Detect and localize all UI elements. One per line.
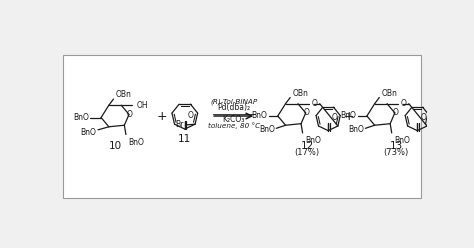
Text: BnO: BnO (73, 113, 89, 122)
Text: Br: Br (175, 121, 183, 129)
Text: O: O (331, 113, 337, 122)
Text: BnO: BnO (394, 136, 410, 145)
Text: O: O (420, 113, 426, 122)
Text: OBn: OBn (292, 89, 309, 98)
Text: toluene, 80 °C: toluene, 80 °C (208, 123, 260, 129)
Text: O: O (311, 99, 317, 108)
Text: OBn: OBn (116, 90, 132, 99)
Text: 10: 10 (109, 141, 122, 151)
Text: BnO: BnO (81, 128, 96, 137)
Text: +: + (157, 110, 168, 123)
Text: O: O (392, 108, 399, 117)
Text: 13: 13 (390, 141, 403, 151)
Text: (73%): (73%) (384, 148, 409, 156)
Text: BnO: BnO (340, 112, 356, 121)
Text: BnO: BnO (305, 136, 321, 145)
Text: BnO: BnO (128, 138, 144, 147)
Text: O: O (188, 111, 194, 120)
Bar (63, 55, 421, 198)
Text: BnO: BnO (259, 125, 275, 134)
Text: (R)-Tol-BINAP: (R)-Tol-BINAP (210, 98, 257, 105)
Text: Pd(dba)₂: Pd(dba)₂ (217, 103, 250, 112)
Text: O: O (127, 110, 133, 119)
Text: K₂CO₃: K₂CO₃ (222, 115, 245, 124)
Text: 11: 11 (178, 134, 191, 145)
Text: O: O (303, 108, 310, 117)
Text: OBn: OBn (382, 89, 398, 98)
Text: 12: 12 (301, 141, 314, 151)
Text: +: + (344, 110, 355, 123)
Text: (17%): (17%) (295, 148, 320, 156)
Text: BnO: BnO (251, 112, 267, 121)
Text: BnO: BnO (348, 125, 364, 134)
Text: OH: OH (137, 101, 148, 110)
Text: O: O (400, 99, 406, 108)
